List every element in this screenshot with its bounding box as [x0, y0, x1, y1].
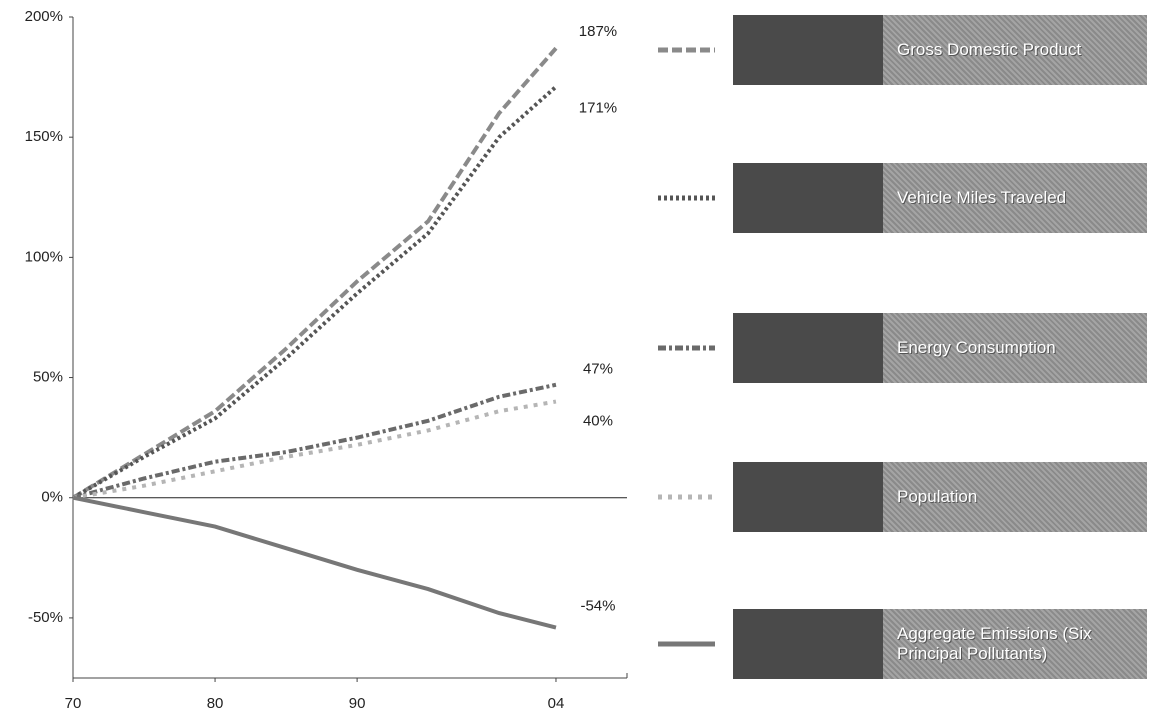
- y-tick-label: -50%: [28, 609, 63, 626]
- legend-photo: [733, 15, 883, 85]
- y-tick-label: 50%: [33, 369, 63, 386]
- y-tick-label: 200%: [25, 8, 63, 25]
- legend-item: Vehicle Miles Traveled: [733, 163, 1147, 233]
- legend-photo: [733, 462, 883, 532]
- value-label: 187%: [579, 23, 617, 40]
- value-label: 171%: [579, 100, 617, 117]
- y-tick-label: 150%: [25, 128, 63, 145]
- legend-label: Aggregate Emissions (Six Principal Pollu…: [883, 624, 1137, 664]
- legend-photo: [733, 163, 883, 233]
- legend-item: Gross Domestic Product: [733, 15, 1147, 85]
- legend-label: Vehicle Miles Traveled: [883, 188, 1137, 208]
- x-tick-label: 80: [207, 695, 224, 712]
- value-label: 40%: [583, 413, 613, 430]
- series-line: [73, 402, 556, 498]
- legend-item: Population: [733, 462, 1147, 532]
- x-tick-label: 90: [349, 695, 366, 712]
- x-tick-label: 04: [548, 695, 565, 712]
- legend-item: Energy Consumption: [733, 313, 1147, 383]
- y-tick-label: 100%: [25, 248, 63, 265]
- legend-item: Aggregate Emissions (Six Principal Pollu…: [733, 609, 1147, 679]
- legend-photo: [733, 313, 883, 383]
- series-line: [73, 87, 556, 498]
- x-tick-label: 70: [65, 695, 82, 712]
- page: {"chart_data": {"type": "line", "x": [19…: [0, 0, 1149, 717]
- legend-label: Energy Consumption: [883, 338, 1137, 358]
- legend-label: Population: [883, 487, 1137, 507]
- series-line: [73, 48, 556, 497]
- series-line: [73, 498, 556, 628]
- y-tick-label: 0%: [41, 489, 63, 506]
- legend-label: Gross Domestic Product: [883, 40, 1137, 60]
- value-label: -54%: [580, 597, 615, 614]
- legend-photo: [733, 609, 883, 679]
- value-label: 47%: [583, 361, 613, 378]
- series-line: [73, 385, 556, 498]
